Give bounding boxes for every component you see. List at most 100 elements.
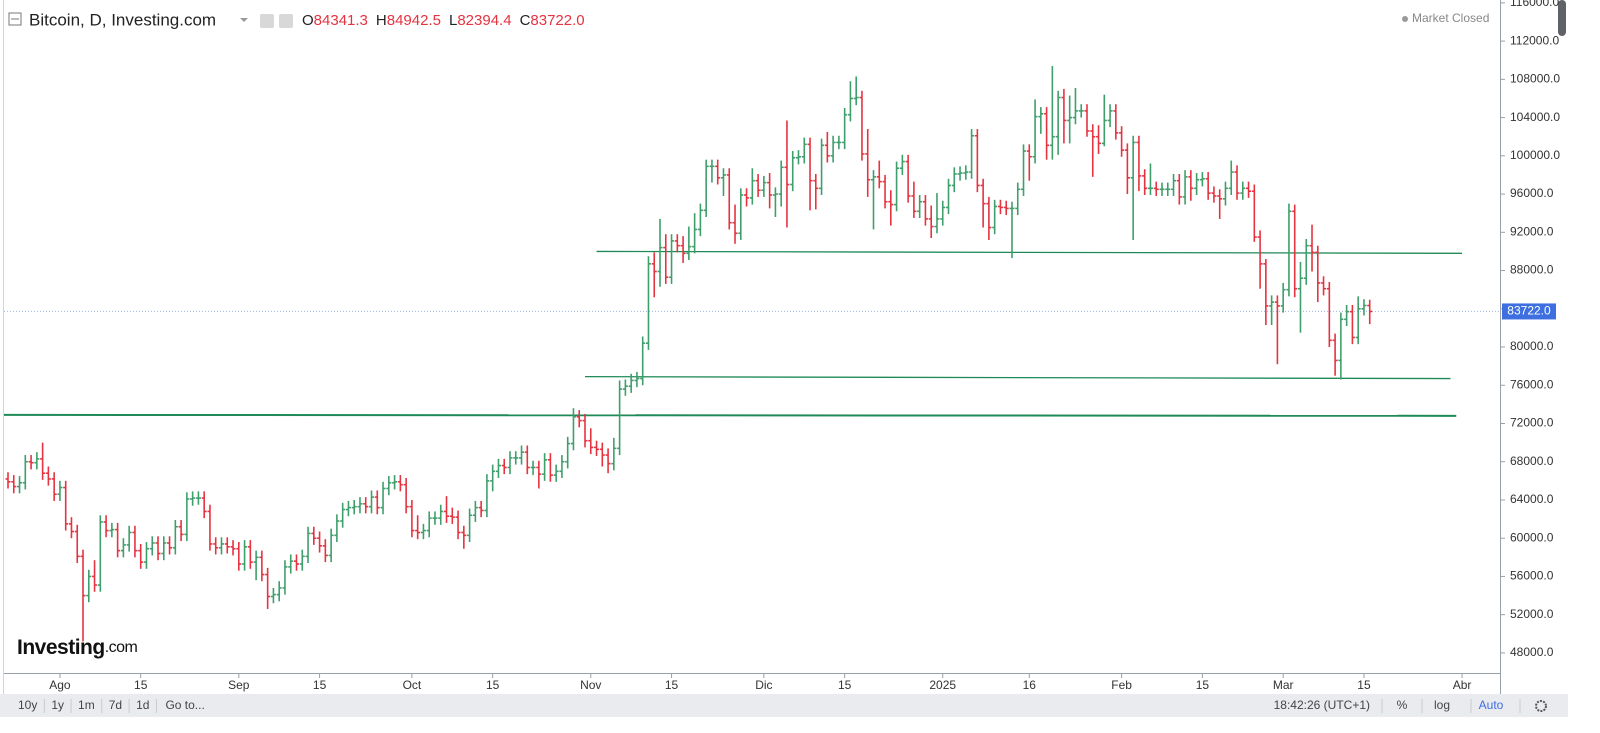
ohlc-bar <box>651 252 657 298</box>
ohlc-bar <box>357 497 363 514</box>
ohlc-bar <box>842 108 848 150</box>
settings-button[interactable] <box>1535 700 1547 712</box>
x-tick-label: Oct <box>403 678 422 692</box>
y-tick-label: 88000.0 <box>1510 263 1554 277</box>
ohlc-bar <box>1044 107 1050 160</box>
ohlc-bar <box>1072 87 1078 125</box>
ohlc-bar <box>588 428 594 455</box>
ohlc-bar <box>397 475 403 492</box>
trend-line <box>3 413 1457 417</box>
title-dropdown[interactable] <box>240 18 248 22</box>
visibility-icon[interactable] <box>260 14 274 28</box>
ohlc-bar <box>1171 173 1177 196</box>
ohlc-bar <box>917 195 923 218</box>
ohlc-bar <box>1119 126 1125 157</box>
brand-name: Investing <box>17 636 105 659</box>
ohlc-bar <box>1055 90 1061 155</box>
ohlc-bar <box>103 515 109 538</box>
ohlc-bar <box>392 475 398 490</box>
settings-icon[interactable] <box>279 14 293 28</box>
range-button[interactable]: 10y <box>18 698 37 712</box>
toolbar <box>0 694 1568 717</box>
ohlc-bar <box>51 472 57 501</box>
ohlc-bar <box>553 464 559 482</box>
ohlc-bar <box>109 522 115 538</box>
ohlc-bar <box>611 437 617 471</box>
ohlc-bar <box>461 525 467 549</box>
ohlc-bar <box>155 536 161 561</box>
y-tick-label: 116000.0 <box>1510 0 1559 9</box>
ohlc-bar <box>247 540 253 569</box>
ohlc-bar <box>363 497 369 514</box>
range-button[interactable]: 1m <box>78 698 95 712</box>
ohlc-bar <box>709 159 715 183</box>
ohlc-bar <box>484 474 490 518</box>
y-tick-label: 52000.0 <box>1510 607 1554 621</box>
ohlc-bar <box>1026 144 1032 181</box>
ohlc-bar <box>542 453 548 481</box>
ohlc-bar <box>132 525 138 558</box>
ohlc-bar <box>1032 99 1038 164</box>
ohlc-bar <box>322 539 328 563</box>
ohlc-bar <box>1217 189 1223 219</box>
ohlc-bar <box>74 524 80 564</box>
ohlc-bar <box>120 538 126 558</box>
ohlc-bar <box>57 480 63 501</box>
option-button[interactable]: Auto <box>1479 698 1504 712</box>
ohlc-bar <box>45 466 51 486</box>
ohlc-bar <box>386 476 392 496</box>
ohlc-bar <box>790 151 796 192</box>
ohlc-bar <box>928 205 934 239</box>
x-tick-label: Sep <box>228 678 250 692</box>
ohlc-bar <box>911 181 917 218</box>
ohlc-bar <box>1003 200 1009 216</box>
ohlc-bar <box>282 560 288 595</box>
ohlc-bar <box>594 440 600 456</box>
ohlc-bar <box>519 445 525 465</box>
ohlc-bar <box>853 76 859 106</box>
x-tick-label: Nov <box>580 678 601 692</box>
ohlc-bar <box>663 234 669 284</box>
ohlc-bar <box>1090 124 1096 177</box>
ohlc-bar <box>178 520 184 542</box>
ohlc-bar <box>236 542 242 571</box>
ohlc-bar <box>761 175 767 197</box>
x-tick-label: 16 <box>1023 678 1037 692</box>
ohlc-bar <box>905 154 911 203</box>
ohlc-bar <box>34 452 40 470</box>
ohlc-bar <box>715 159 721 185</box>
y-tick-label: 76000.0 <box>1510 377 1554 391</box>
ohlc-bar <box>1165 182 1171 196</box>
scrollbar[interactable] <box>1558 0 1566 36</box>
range-button[interactable]: 1y <box>51 698 64 712</box>
range-button[interactable]: 1d <box>136 698 149 712</box>
collapse-icon[interactable] <box>8 12 22 26</box>
ohlc-bar <box>692 213 698 254</box>
ohlc-bar <box>294 554 299 571</box>
ohlc-bar <box>605 448 611 474</box>
ohlc-bar <box>1332 333 1338 376</box>
ohlc-bar <box>1067 95 1073 144</box>
ohlc-bar <box>876 160 882 189</box>
ohlc-bar <box>1124 143 1130 195</box>
brand-logo: Investing.com <box>17 636 138 659</box>
ohlc-bar <box>1159 182 1165 196</box>
option-button[interactable]: log <box>1434 698 1450 712</box>
ohlc-bar <box>1182 170 1188 205</box>
ohlc-bar <box>1338 312 1344 380</box>
ohlc-bar <box>992 199 998 235</box>
ohlc-bar <box>68 517 74 539</box>
ohlc-bar <box>922 195 928 226</box>
ohlc-bar <box>1153 181 1159 196</box>
ohlc-bar <box>744 188 750 207</box>
option-button[interactable]: % <box>1397 698 1408 712</box>
goto-button[interactable]: Go to... <box>165 698 204 712</box>
ohlc-bar <box>969 129 975 179</box>
ohlc-bar <box>501 458 507 475</box>
ohlc-bar <box>576 410 582 428</box>
range-button[interactable]: 7d <box>109 698 122 712</box>
ohlc-bar <box>1344 304 1350 326</box>
ohlc-bar <box>669 234 675 284</box>
status-dot <box>1402 16 1408 22</box>
